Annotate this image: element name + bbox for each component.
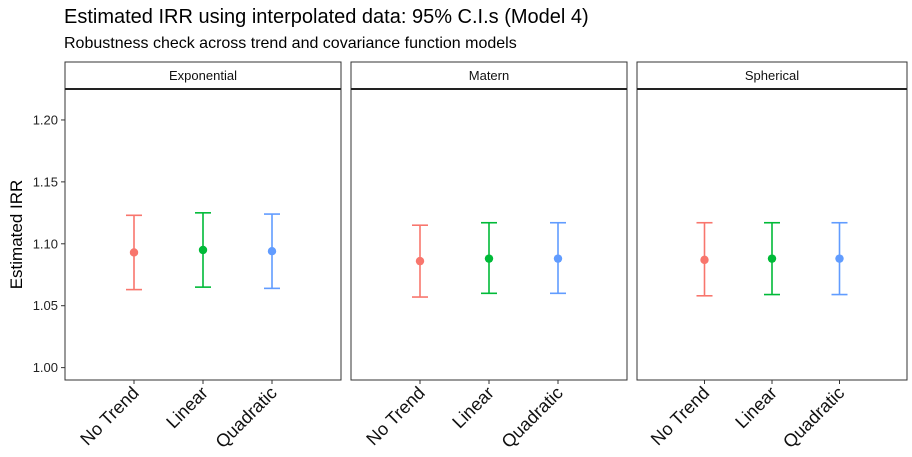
y-tick-label: 1.20	[33, 112, 58, 127]
x-tick-label: No Trend	[647, 383, 714, 450]
facet-strip-label: Matern	[469, 68, 509, 83]
estimate-point	[198, 245, 208, 255]
x-tick-label: No Trend	[76, 383, 143, 450]
x-tick-label: Quadratic	[211, 383, 280, 452]
facet-panel-matern: Matern No Trend Linear Quadratic	[350, 61, 628, 452]
chart-subtitle: Robustness check across trend and covari…	[64, 35, 517, 52]
x-tick-label: Linear	[448, 383, 498, 433]
y-tick-label: 1.10	[33, 236, 58, 251]
facet-panel-exponential: Exponential No Trend Linear Quadratic	[64, 61, 342, 452]
x-tick-label: Linear	[731, 383, 781, 433]
estimate-point	[835, 254, 844, 263]
y-tick-label: 1.05	[33, 298, 58, 313]
x-tick-label: Linear	[162, 383, 212, 433]
x-tick-label: Quadratic	[497, 383, 566, 452]
estimate-point	[129, 248, 139, 257]
x-tick-label: Quadratic	[779, 383, 848, 452]
estimate-point	[700, 255, 709, 265]
chart-title: Estimated IRR using interpolated data: 9…	[64, 6, 589, 28]
estimate-point	[767, 254, 777, 263]
estimate-point	[484, 254, 494, 263]
facet-strip	[350, 61, 628, 90]
estimate-point	[267, 247, 277, 256]
facet-strip-label: Exponential	[169, 68, 237, 83]
y-tick-label: 1.00	[33, 360, 58, 375]
x-tick-label: No Trend	[362, 383, 429, 450]
estimate-point	[553, 254, 563, 263]
facet-strip-label: Spherical	[745, 68, 799, 83]
estimate-point	[415, 256, 425, 266]
y-axis-label: Estimated IRR	[7, 180, 26, 290]
facet-strip	[636, 61, 908, 90]
y-tick-label: 1.15	[33, 174, 58, 189]
